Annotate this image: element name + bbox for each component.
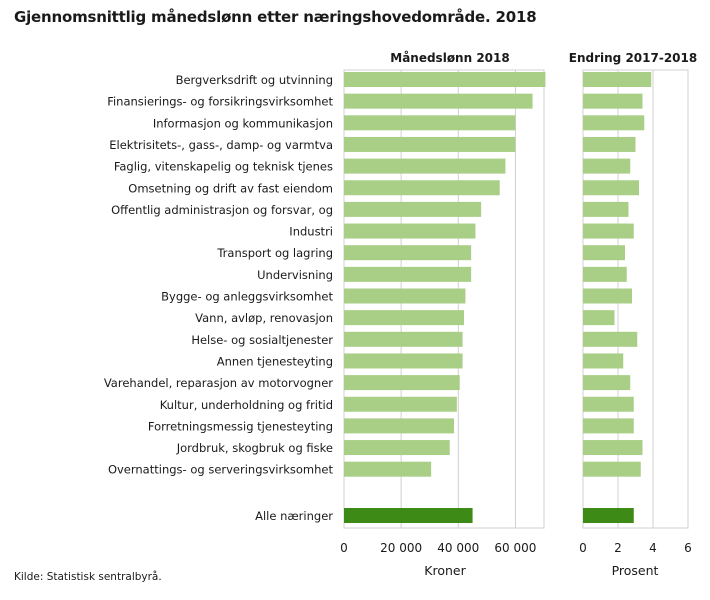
panel-title-2: Endring 2017-2018 [569, 51, 697, 65]
bar-1-11 [344, 310, 464, 326]
tick-label-1-2: 40 000 [437, 541, 479, 555]
category-label-13: Annen tjenesteyting [217, 354, 333, 368]
bar-1-1 [344, 93, 533, 109]
category-label-1: Finansierings- og forsikringsvirksomhet [107, 95, 333, 109]
bar-1-18 [344, 461, 432, 477]
tick-label-1-3: 60 000 [494, 541, 536, 555]
bar-1-16 [344, 418, 454, 434]
bar-2-10 [583, 288, 632, 304]
bar-2-9 [583, 266, 627, 282]
bar-2-19 [583, 508, 634, 523]
bar-2-13 [583, 353, 624, 369]
bar-2-1 [583, 93, 643, 109]
category-label-9: Undervisning [257, 268, 333, 282]
bar-2-3 [583, 136, 636, 152]
axis-label-2: Prosent [612, 563, 659, 578]
tick-label-1-1: 20 000 [380, 541, 422, 555]
bar-1-4 [344, 158, 506, 174]
category-label-0: Bergverksdrift og utvinning [176, 73, 333, 87]
axis-label-1: Kroner [424, 563, 466, 578]
category-label-14: Varehandel, reparasjon av motorvogner [104, 376, 333, 390]
bar-2-16 [583, 418, 634, 434]
bar-1-9 [344, 266, 472, 282]
bar-2-7 [583, 223, 634, 239]
category-label-6: Offentlig administrasjon og forsvar, og [111, 203, 333, 217]
bar-1-0 [344, 72, 546, 87]
category-label-16: Forretningsmessig tjenesteyting [148, 419, 333, 433]
bar-1-7 [344, 223, 476, 239]
bar-1-19 [344, 508, 473, 523]
category-label-17: Jordbruk, skogbruk og fiske [176, 441, 333, 455]
bar-1-8 [344, 245, 472, 261]
bar-2-6 [583, 201, 629, 217]
chart-title: Gjennomsnittlig månedslønn etter nærings… [14, 8, 537, 26]
category-label-8: Transport og lagring [216, 246, 333, 260]
category-label-10: Bygge- og anleggsvirksomhet [161, 290, 333, 304]
category-label-3: Elektrisitets-, gass-, damp- og varmtva [109, 138, 333, 152]
bar-1-12 [344, 331, 463, 347]
bar-2-5 [583, 180, 639, 196]
source-note: Kilde: Statistisk sentralbyrå. [14, 571, 162, 583]
bar-2-12 [583, 331, 638, 347]
category-label-7: Industri [289, 225, 333, 239]
bar-1-13 [344, 353, 463, 369]
category-label-4: Faglig, vitenskapelig og teknisk tjenes [114, 160, 333, 174]
category-label-11: Vann, avløp, renovasjon [195, 311, 333, 325]
bar-1-17 [344, 440, 450, 456]
category-label-12: Helse- og sosialtjenester [191, 333, 333, 347]
category-label-19: Alle næringer [255, 509, 333, 523]
bar-2-0 [583, 72, 652, 87]
bar-1-3 [344, 136, 516, 152]
tick-label-2-1: 2 [614, 541, 622, 555]
bar-1-6 [344, 201, 482, 217]
category-label-2: Informasjon og kommunikasjon [153, 116, 333, 130]
bar-2-2 [583, 115, 645, 131]
category-label-15: Kultur, underholdning og fritid [160, 398, 333, 412]
bar-2-18 [583, 461, 641, 477]
bar-1-10 [344, 288, 466, 304]
tick-label-2-0: 0 [579, 541, 587, 555]
bar-2-8 [583, 245, 625, 261]
bar-2-11 [583, 310, 615, 326]
panel-title-1: Månedslønn 2018 [390, 51, 509, 65]
category-label-18: Overnattings- og serveringsvirksomhet [108, 463, 334, 477]
category-label-5: Omsetning og drift av fast eiendom [128, 181, 333, 195]
bar-2-17 [583, 440, 643, 456]
bar-1-5 [344, 180, 500, 196]
bar-2-14 [583, 375, 631, 391]
bar-1-2 [344, 115, 516, 131]
bar-2-15 [583, 396, 634, 412]
tick-label-2-2: 4 [649, 541, 657, 555]
bar-2-4 [583, 158, 631, 174]
bar-1-14 [344, 375, 460, 391]
bar-1-15 [344, 396, 457, 412]
tick-label-2-3: 6 [684, 541, 692, 555]
tick-label-1-0: 0 [340, 541, 348, 555]
